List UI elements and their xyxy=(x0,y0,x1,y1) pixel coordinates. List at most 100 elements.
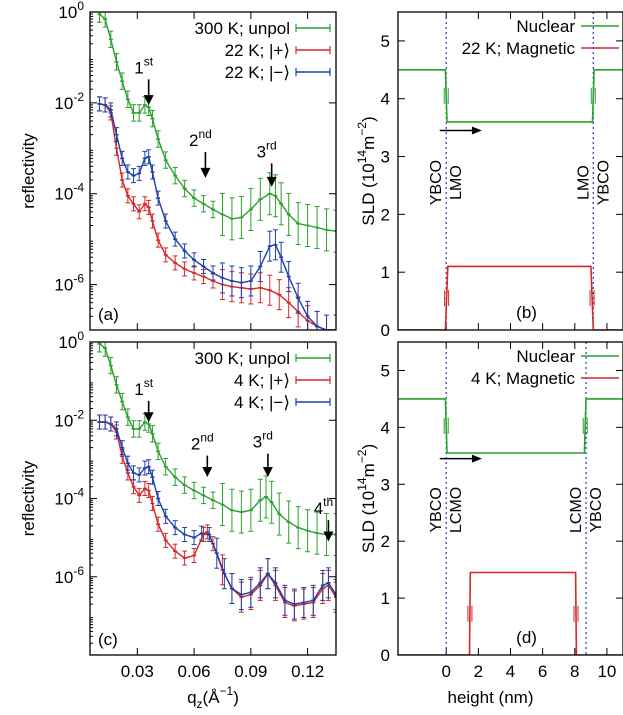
direction-arrowhead xyxy=(471,126,482,135)
x-tick-label: 2 xyxy=(474,662,483,681)
y-tick-label: 5 xyxy=(381,361,390,380)
peak-arrowhead xyxy=(143,95,154,106)
sld-profile-line xyxy=(398,69,623,123)
series-group xyxy=(398,342,623,655)
peak-label: 3rd xyxy=(253,429,273,452)
x-tick-label: 0 xyxy=(441,662,450,681)
peak-arrowhead xyxy=(202,466,213,477)
x-tick-label: 0.12 xyxy=(291,662,324,681)
series-group xyxy=(96,342,336,622)
series-group xyxy=(96,12,336,330)
sld-profile-line xyxy=(398,265,623,330)
legend-entry: 4 K; |−⟩ xyxy=(234,393,290,412)
peak-arrowhead xyxy=(200,167,211,178)
peak-arrowhead xyxy=(262,466,273,477)
series-group xyxy=(398,12,623,330)
x-tick-label: 6 xyxy=(538,662,547,681)
y-axis-title: SLD (1014m−2) xyxy=(355,116,378,225)
y-tick-label: 3 xyxy=(381,475,390,494)
y-tick-label: 1 xyxy=(381,263,390,282)
layer-label: LCMO xyxy=(448,487,465,533)
y-tick-label: 10-4 xyxy=(54,181,84,204)
plot-frame xyxy=(397,11,623,331)
panel-label: (d) xyxy=(516,628,537,647)
peak-arrowhead xyxy=(323,531,334,542)
layer-label: LMO xyxy=(575,165,592,200)
legend-entry: 22 K; |−⟩ xyxy=(225,63,290,82)
y-tick-label: 1 xyxy=(381,589,390,608)
layer-label: YBCO xyxy=(588,487,605,532)
series-line xyxy=(99,421,336,607)
legend-entry: 300 K; unpol xyxy=(195,19,290,38)
y-tick-label: 10-6 xyxy=(54,564,84,587)
plot-frame xyxy=(89,341,337,656)
series-line xyxy=(99,343,336,536)
legend-entry: Nuclear xyxy=(516,347,575,366)
sld-profile-line xyxy=(398,571,623,655)
y-tick-label: 10-4 xyxy=(54,486,84,509)
y-axis-title: reflectivity xyxy=(19,460,38,536)
panel-label: (b) xyxy=(516,303,537,322)
y-tick-label: 10-2 xyxy=(54,407,84,430)
legend-entry: 22 K; |+⟩ xyxy=(225,41,290,60)
y-tick-label: 100 xyxy=(58,0,84,22)
y-tick-label: 3 xyxy=(381,148,390,167)
y-tick-label: 4 xyxy=(381,418,390,437)
layer-label: LMO xyxy=(448,165,465,200)
legend-entry: 22 K; Magnetic xyxy=(462,39,576,58)
legend: 300 K; unpol 4 K; |+⟩ 4 K; |−⟩ xyxy=(195,349,331,412)
peak-arrowhead xyxy=(143,412,154,423)
peak-label: 2nd xyxy=(189,127,212,150)
y-tick-label: 0 xyxy=(381,321,390,340)
y-tick-label: 2 xyxy=(381,532,390,551)
series-line xyxy=(99,13,336,232)
x-tick-label: 10 xyxy=(597,662,616,681)
x-tick-label: 0.03 xyxy=(121,662,154,681)
x-tick-label: 0.09 xyxy=(234,662,267,681)
panel-label: (a) xyxy=(98,305,119,324)
layer-label: YBCO xyxy=(428,160,445,205)
y-tick-label: 10-6 xyxy=(54,272,84,295)
panel-label: (c) xyxy=(98,630,118,649)
x-tick-label: 8 xyxy=(570,662,579,681)
x-tick-label: 0.06 xyxy=(178,662,211,681)
series-line xyxy=(99,103,336,330)
peak-label: 1st xyxy=(134,54,153,77)
plot-frame xyxy=(397,341,623,656)
peak-arrowhead xyxy=(266,176,277,187)
y-axis-title: reflectivity xyxy=(19,133,38,209)
layer-label: LCMO xyxy=(568,487,585,533)
y-tick-label: 4 xyxy=(381,90,390,109)
legend: 300 K; unpol 22 K; |+⟩ 22 K; |−⟩ xyxy=(195,19,331,82)
legend-entry: 300 K; unpol xyxy=(195,349,290,368)
direction-arrowhead xyxy=(471,454,482,463)
legend-entry: 4 K; |+⟩ xyxy=(234,371,290,390)
peak-label: 4th xyxy=(314,495,333,518)
legend-entry: 4 K; Magnetic xyxy=(471,369,575,388)
legend: Nuclear 22 K; Magnetic xyxy=(462,17,619,58)
y-tick-label: 100 xyxy=(58,329,84,352)
peak-label: 2nd xyxy=(191,431,214,454)
y-axis-title: SLD (1014m−2) xyxy=(355,444,378,553)
series-line xyxy=(99,421,336,605)
panel-c: 100 10-2 10-4 10-6 0.03 0.06 0.09 0.12 1st 2nd 3rd… xyxy=(19,329,337,711)
layer-label: YBCO xyxy=(428,487,445,532)
sld-profile-line xyxy=(398,398,623,454)
layer-label: YBCO xyxy=(595,160,612,205)
y-tick-label: 0 xyxy=(381,646,390,665)
peak-label: 3rd xyxy=(257,138,277,161)
y-tick-label: 10-2 xyxy=(54,90,84,113)
plot-frame xyxy=(89,11,337,331)
panel-a: 100 10-2 10-4 10-6 1st 2nd 3rd 300 K; unpol 22 K… xyxy=(19,0,337,331)
x-axis-title: qz(Å−1) xyxy=(187,684,239,711)
peak-label: 1st xyxy=(134,376,153,399)
series-line xyxy=(99,103,336,330)
y-tick-label: 5 xyxy=(381,32,390,51)
legend: Nuclear 4 K; Magnetic xyxy=(471,347,619,388)
y-tick-label: 2 xyxy=(381,205,390,224)
legend-entry: Nuclear xyxy=(516,17,575,36)
x-tick-label: 4 xyxy=(506,662,515,681)
